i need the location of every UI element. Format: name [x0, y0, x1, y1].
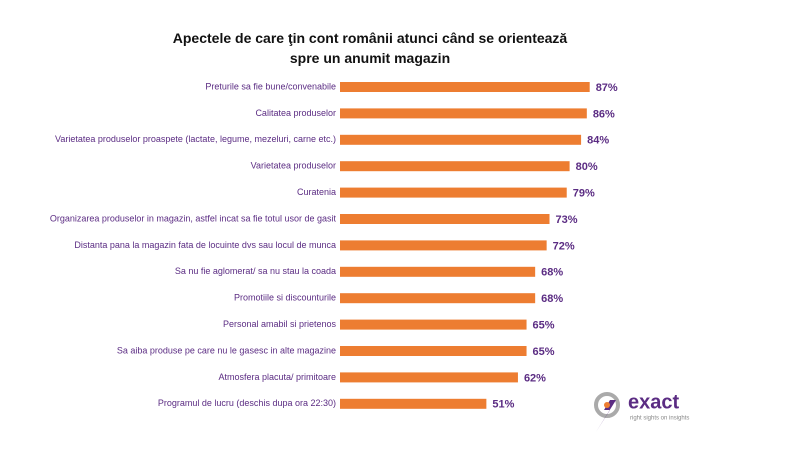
value-label: 84% — [587, 135, 609, 147]
value-label: 51% — [492, 399, 514, 411]
bar — [340, 161, 570, 172]
bar — [340, 266, 536, 277]
value-label: 62% — [524, 372, 546, 384]
value-label: 87% — [596, 82, 618, 94]
category-label: Atmosfera placuta/ primitoare — [218, 372, 336, 382]
logo-name: exact — [628, 391, 679, 413]
value-label: 72% — [553, 240, 575, 252]
value-label: 79% — [573, 188, 595, 200]
value-label: 68% — [541, 267, 563, 279]
category-label: Sa aiba produse pe care nu le gasesc in … — [117, 345, 336, 355]
category-label: Preturile sa fie bune/convenabile — [205, 81, 336, 91]
bar — [340, 214, 550, 224]
category-label: Curatenia — [297, 187, 336, 197]
value-label: 86% — [593, 108, 615, 120]
bar — [340, 372, 518, 383]
value-label: 73% — [556, 214, 578, 226]
bar — [340, 398, 487, 409]
category-label: Organizarea produselor in magazin, astfe… — [50, 213, 337, 223]
bar — [340, 108, 587, 119]
logo-icon — [594, 380, 622, 432]
value-label: 65% — [533, 320, 555, 332]
bar — [340, 319, 527, 330]
logo-tagline: right sights on insights — [630, 416, 689, 422]
bar — [340, 187, 567, 198]
category-label: Programul de lucru (deschis dupa ora 22:… — [158, 398, 336, 408]
bar — [340, 134, 582, 145]
category-label: Calitatea produselor — [255, 108, 336, 118]
logo-ring — [594, 392, 620, 418]
value-label: 65% — [533, 346, 555, 358]
category-label: Personal amabil si prietenos — [223, 319, 337, 329]
bar — [340, 240, 547, 251]
category-label: Varietatea produselor proaspete (lactate… — [55, 134, 336, 144]
chart-title: Apectele de care ţin cont românii atunci… — [172, 30, 568, 66]
bar — [340, 82, 590, 92]
value-label: 80% — [576, 161, 598, 173]
bar — [340, 346, 527, 356]
category-label: Sa nu fie aglomerat/ sa nu stau la coada — [175, 266, 336, 276]
value-label: 68% — [541, 293, 563, 305]
category-label: Varietatea produselor — [251, 161, 336, 171]
category-label: Distanta pana la magazin fata de locuint… — [74, 240, 336, 250]
logo-dot — [604, 402, 610, 408]
category-label: Promotiile si discounturile — [234, 293, 336, 303]
bar — [340, 293, 536, 304]
